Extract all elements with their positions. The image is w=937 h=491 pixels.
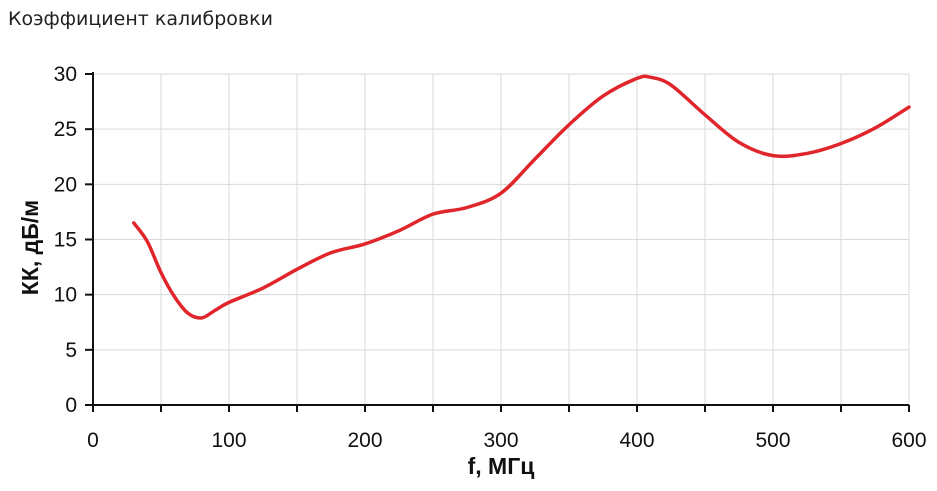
axes bbox=[85, 72, 910, 412]
x-tick-label: 0 bbox=[87, 429, 99, 452]
chart-title: Коэффициент калибровки bbox=[8, 8, 273, 30]
y-tick-label: 5 bbox=[65, 339, 77, 362]
y-tick-label: 25 bbox=[54, 118, 77, 141]
x-tick-label: 400 bbox=[619, 429, 654, 452]
calibration-factor-line bbox=[132, 74, 911, 320]
gridlines bbox=[93, 73, 910, 405]
x-tick-label: 200 bbox=[347, 429, 382, 452]
x-tick-label: 600 bbox=[891, 429, 926, 452]
x-axis-title: f, МГц bbox=[468, 453, 535, 479]
y-tick-label: 30 bbox=[54, 63, 77, 86]
series-layer bbox=[132, 74, 911, 320]
y-tick-label: 10 bbox=[54, 284, 77, 307]
y-tick-label: 0 bbox=[65, 394, 77, 417]
x-tick-label: 300 bbox=[483, 429, 518, 452]
x-tick-label: 500 bbox=[755, 429, 790, 452]
y-tick-label: 15 bbox=[54, 229, 77, 252]
y-axis-title: КК, дБ/м bbox=[17, 200, 43, 295]
y-tick-label: 20 bbox=[54, 173, 77, 196]
x-tick-label: 100 bbox=[211, 429, 246, 452]
